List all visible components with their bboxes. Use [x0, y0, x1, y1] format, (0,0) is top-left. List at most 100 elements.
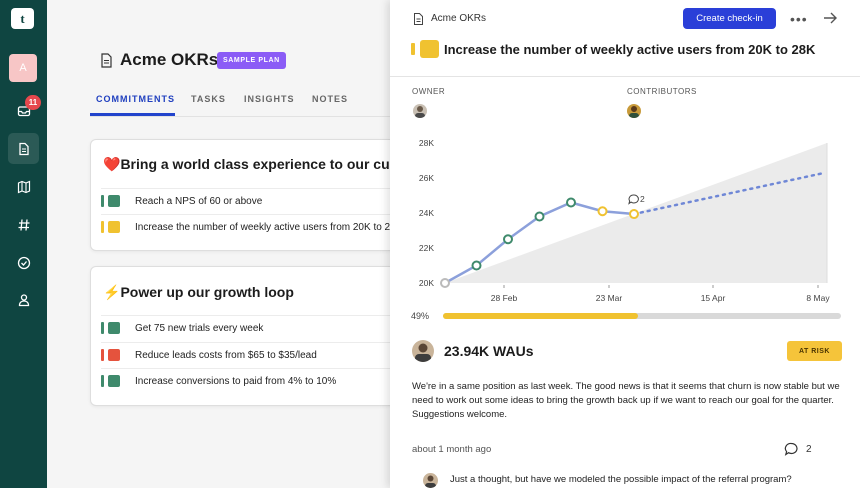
- objective-card[interactable]: ⚡Power up our growth loop Get 75 new tri…: [90, 266, 400, 406]
- objective-card[interactable]: ❤️Bring a world class experience to our …: [90, 139, 400, 251]
- document-icon: [101, 53, 112, 68]
- status-badge: AT RISK: [787, 341, 842, 361]
- progress-bar: [443, 313, 841, 319]
- contributor-avatar[interactable]: [627, 104, 641, 118]
- owner-label: OWNER: [412, 87, 446, 96]
- plans-nav[interactable]: [8, 133, 39, 164]
- status-square: [108, 375, 120, 387]
- hashtag-icon: [18, 218, 29, 231]
- key-result-label: Reach a NPS of 60 or above: [135, 195, 263, 207]
- close-panel-arrow-icon[interactable]: [822, 10, 838, 26]
- data-point: [597, 206, 608, 217]
- key-result-row[interactable]: Reduce leads costs from $65 to $35/lead: [101, 342, 399, 367]
- x-tick-label: 23 Mar: [596, 293, 623, 303]
- y-tick-label: 26K: [419, 173, 434, 183]
- status-square: [108, 221, 120, 233]
- person-avatar-icon: [629, 106, 639, 118]
- inbox-badge: 11: [25, 95, 41, 110]
- x-tick-label: 28 Feb: [491, 293, 518, 303]
- key-result-label: Increase the number of weekly active use…: [135, 221, 400, 233]
- data-point: [440, 278, 450, 288]
- key-result-label: Increase conversions to paid from 4% to …: [135, 375, 337, 387]
- status-square: [108, 195, 120, 207]
- app-logo[interactable]: t: [11, 8, 34, 29]
- objective-title[interactable]: ❤️Bring a world class experience to our …: [103, 156, 400, 173]
- heart-emoji: ❤️: [103, 156, 121, 172]
- data-point: [471, 260, 482, 271]
- breadcrumb[interactable]: Acme OKRs: [431, 13, 487, 24]
- status-bar: [101, 221, 104, 233]
- people-nav[interactable]: [8, 284, 39, 315]
- annotation-count: 2: [640, 194, 645, 204]
- comment-icon[interactable]: [784, 442, 799, 457]
- inbox-icon: [17, 105, 30, 116]
- header-divider: [390, 76, 860, 77]
- key-result-title: Increase the number of weekly active use…: [444, 42, 816, 57]
- person-avatar-icon: [415, 106, 425, 118]
- lightning-emoji: ⚡: [103, 284, 121, 300]
- tab-insights[interactable]: INSIGHTS: [244, 94, 295, 104]
- tab-notes[interactable]: NOTES: [312, 94, 349, 104]
- progress-bar-fill: [443, 313, 639, 319]
- data-point: [534, 211, 545, 222]
- key-result-row[interactable]: Increase the number of weekly active use…: [101, 214, 400, 239]
- objective-title-text: Bring a world class experience to our cu…: [120, 156, 400, 172]
- checkin-timestamp: about 1 month ago: [412, 444, 492, 455]
- key-result-row[interactable]: Get 75 new trials every week: [101, 315, 399, 340]
- tabs-divider: [90, 116, 390, 117]
- status-indicator-icon: [411, 40, 439, 58]
- inbox-nav[interactable]: [8, 95, 39, 126]
- comment-icon: [628, 194, 639, 205]
- person-avatar-icon: [425, 475, 436, 488]
- tasks-nav[interactable]: [8, 247, 39, 278]
- map-icon: [17, 180, 30, 193]
- objective-title-text: Power up our growth loop: [120, 284, 294, 300]
- y-tick-label: 28K: [419, 138, 434, 148]
- map-nav[interactable]: [8, 171, 39, 202]
- sample-plan-badge: SAMPLE PLAN: [217, 52, 286, 69]
- commenter-avatar[interactable]: [423, 473, 438, 488]
- y-tick-label: 24K: [419, 208, 434, 218]
- key-result-panel: Acme OKRs Create check-in ••• Increase t…: [390, 0, 860, 488]
- checkin-body: We're in a same position as last week. T…: [412, 381, 840, 420]
- person-avatar-icon: [415, 343, 431, 362]
- comment-count: 2: [806, 444, 812, 455]
- progress-percent: 49%: [411, 311, 430, 321]
- x-tick-label: 15 Apr: [701, 293, 726, 303]
- projection-line: [632, 171, 827, 216]
- y-tick-label: 20K: [419, 278, 434, 288]
- left-rail: t A 11: [0, 0, 47, 488]
- workspace-avatar[interactable]: A: [9, 54, 37, 82]
- active-tab-indicator: [90, 113, 175, 116]
- y-tick-label: 22K: [419, 243, 434, 253]
- channels-nav[interactable]: [8, 209, 39, 240]
- comment-text: Just a thought, but have we modeled the …: [450, 474, 792, 485]
- status-square: [108, 349, 120, 361]
- checkin-value: 23.94K WAUs: [444, 343, 534, 359]
- tab-commitments[interactable]: COMMITMENTS: [96, 94, 175, 104]
- more-options-icon[interactable]: •••: [790, 11, 808, 27]
- contributors-label: CONTRIBUTORS: [627, 87, 697, 96]
- data-point: [566, 197, 576, 208]
- checkin-author-avatar[interactable]: [412, 340, 434, 362]
- key-result-row[interactable]: Increase conversions to paid from 4% to …: [101, 368, 399, 393]
- status-bar: [101, 195, 104, 207]
- status-bar: [101, 322, 104, 334]
- user-icon: [18, 293, 29, 306]
- objective-title[interactable]: ⚡Power up our growth loop: [103, 284, 294, 301]
- create-checkin-button[interactable]: Create check-in: [683, 8, 776, 29]
- status-square: [108, 322, 120, 334]
- tab-tasks[interactable]: TASKS: [191, 94, 226, 104]
- status-bar: [101, 375, 104, 387]
- document-icon: [18, 142, 29, 155]
- document-icon: [414, 13, 423, 25]
- data-point: [503, 234, 513, 245]
- data-point: [629, 209, 639, 220]
- owner-avatar[interactable]: [413, 104, 427, 118]
- check-circle-icon: [17, 256, 30, 269]
- key-result-label: Get 75 new trials every week: [135, 322, 264, 334]
- x-tick-label: 8 May: [806, 293, 830, 303]
- key-result-row[interactable]: Reach a NPS of 60 or above: [101, 188, 399, 213]
- progress-chart: 28K 26K 24K 22K 20K 28 Feb 23 Mar 15 Apr 8 May 2: [419, 138, 830, 303]
- plan-title: Acme OKRs: [120, 50, 219, 69]
